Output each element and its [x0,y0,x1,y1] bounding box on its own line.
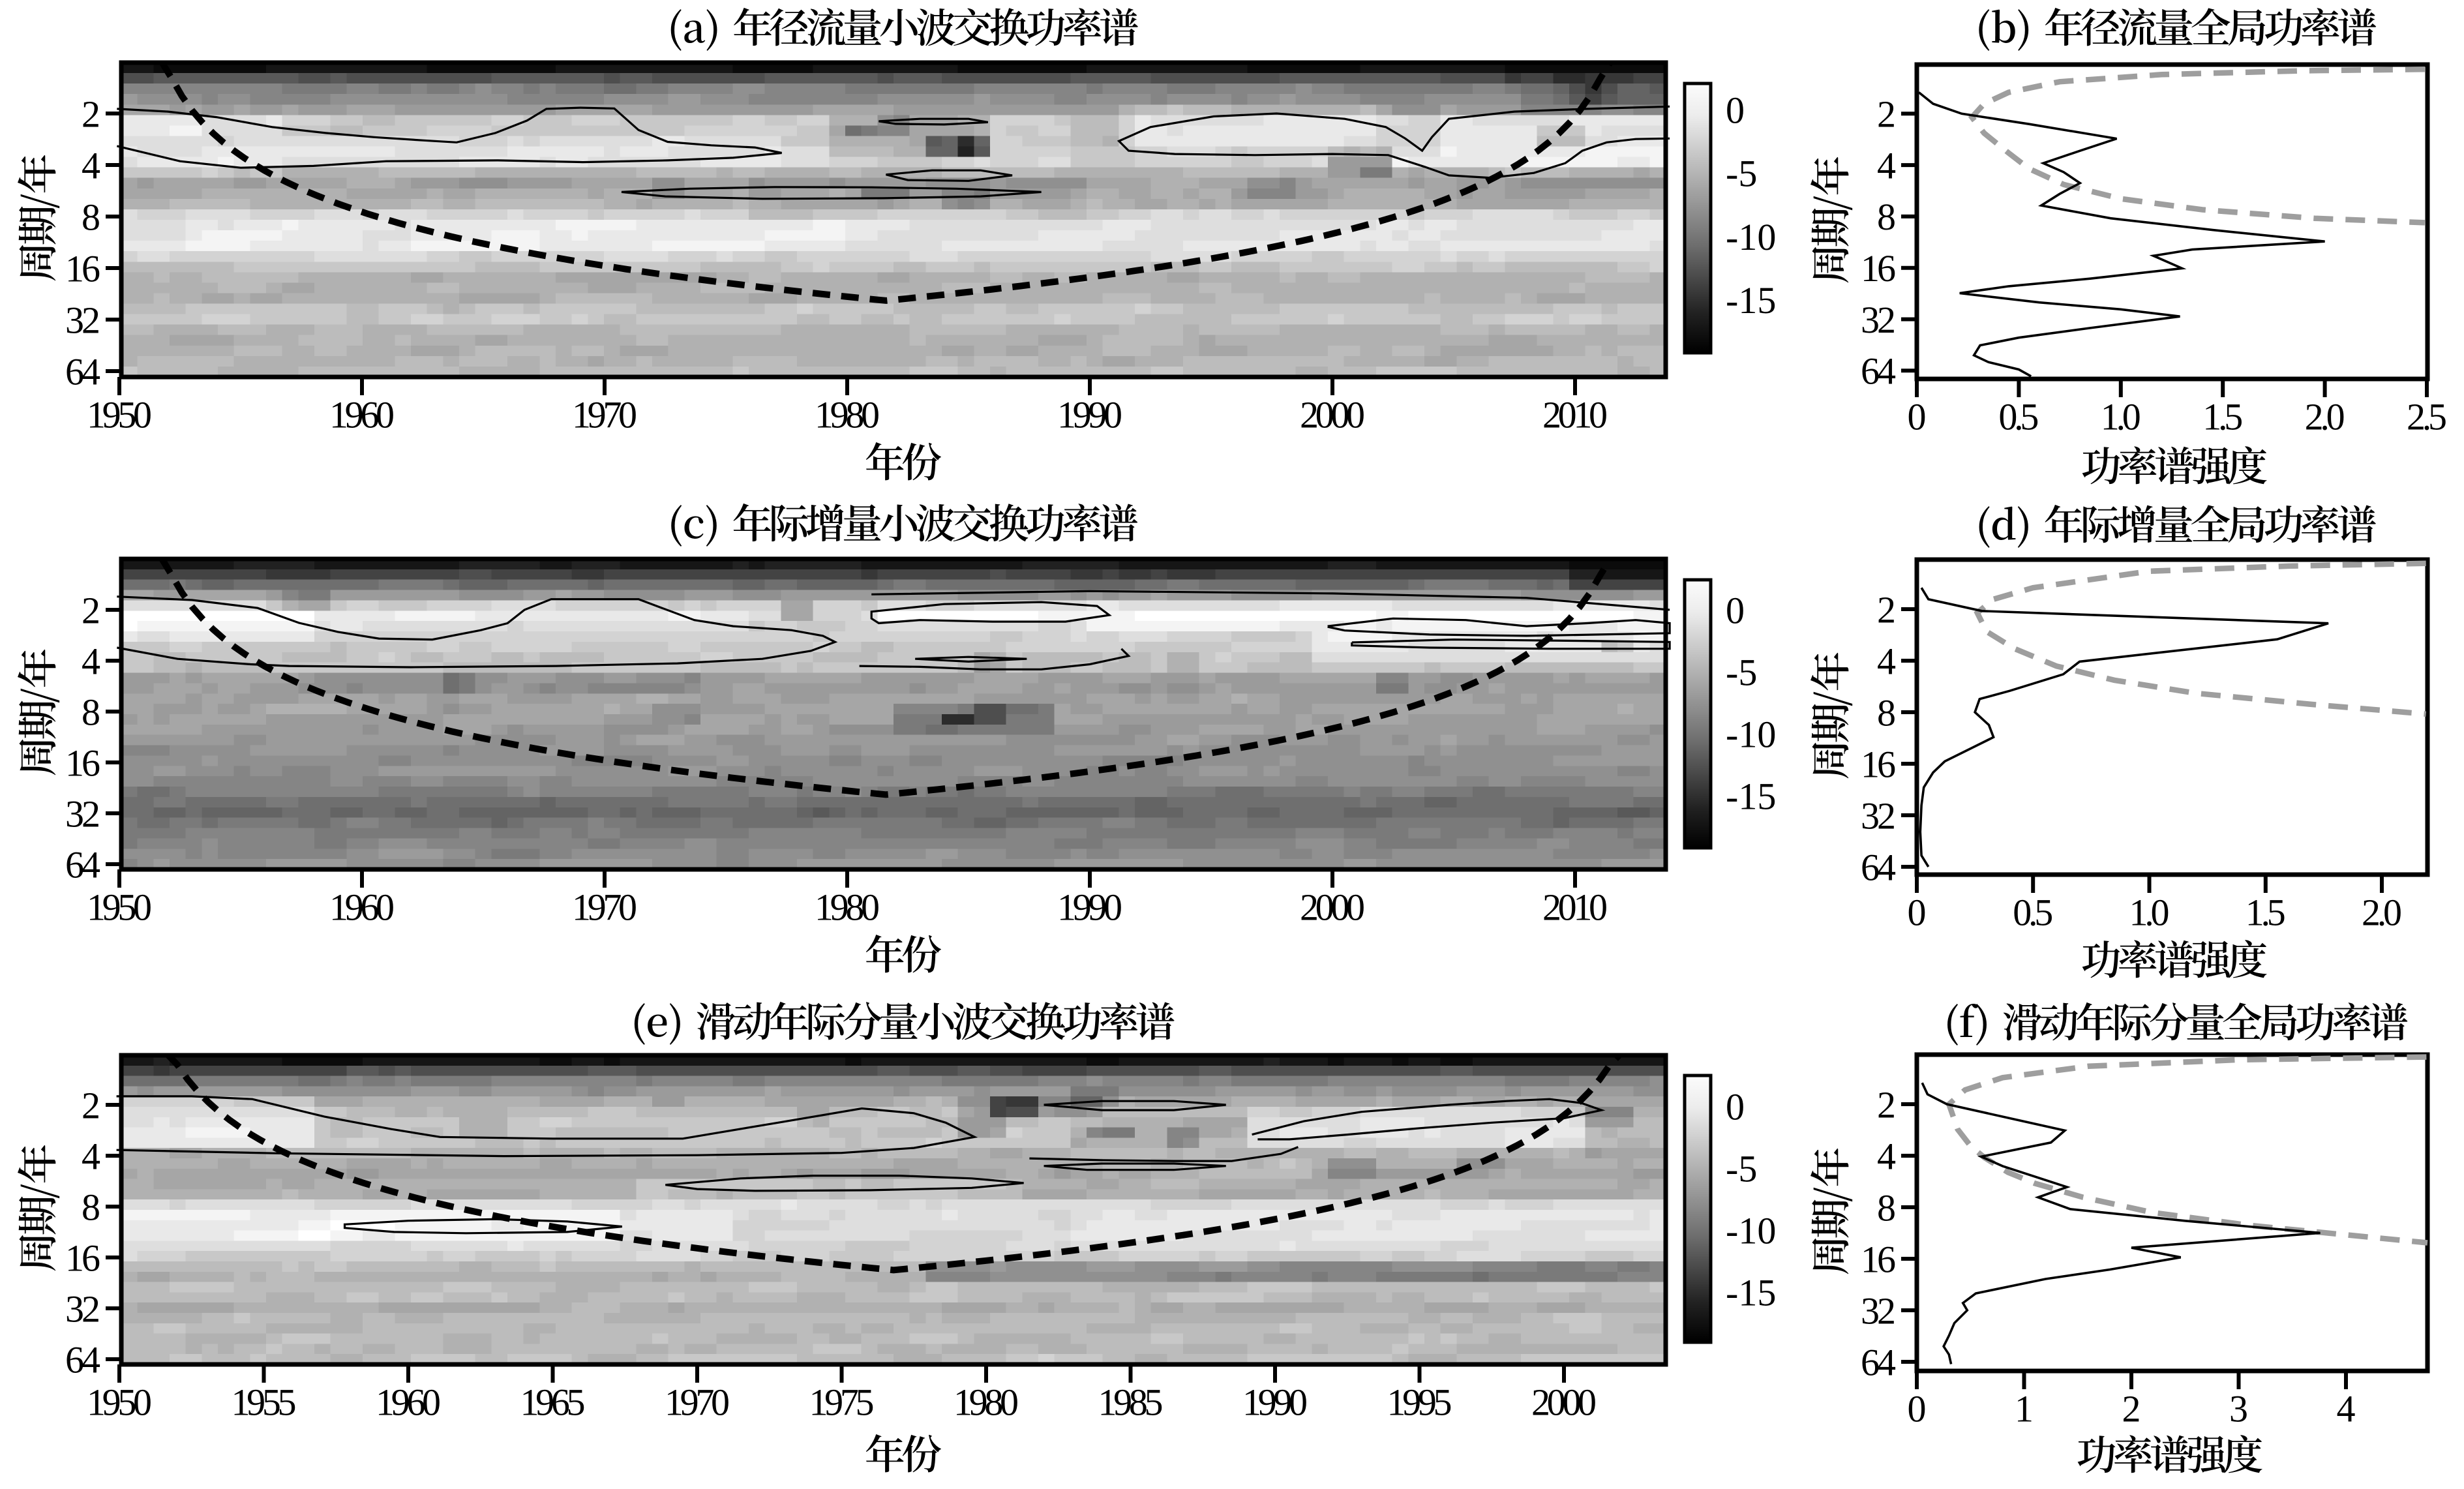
svg-text:-5: -5 [1726,1147,1757,1190]
svg-text:1975: 1975 [809,1381,875,1423]
svg-text:1970: 1970 [665,1381,730,1423]
svg-text:8: 8 [82,691,100,733]
svg-text:32: 32 [65,1287,100,1330]
svg-text:1.0: 1.0 [2129,891,2170,933]
svg-text:64: 64 [1861,1341,1896,1383]
svg-text:1965: 1965 [520,1381,586,1423]
svg-text:1950: 1950 [87,1381,152,1423]
svg-text:2010: 2010 [1542,393,1608,436]
svg-text:64: 64 [65,843,100,886]
svg-text:32: 32 [1861,1289,1896,1332]
svg-text:1.5: 1.5 [2202,395,2243,438]
svg-text:-10: -10 [1726,1209,1776,1252]
svg-text:16: 16 [65,247,100,290]
svg-text:2: 2 [2122,1387,2141,1430]
svg-text:1980: 1980 [815,393,880,436]
svg-text:4: 4 [1877,144,1896,187]
svg-text:-5: -5 [1726,153,1757,195]
svg-text:8: 8 [1877,691,1896,734]
svg-text:2010: 2010 [1542,886,1608,928]
svg-text:2000: 2000 [1300,886,1365,928]
svg-text:32: 32 [1861,794,1896,837]
svg-text:4: 4 [82,1135,100,1177]
svg-text:0: 0 [1908,891,1927,933]
svg-text:16: 16 [65,742,100,784]
svg-text:1990: 1990 [1057,393,1122,436]
svg-text:1.0: 1.0 [2101,395,2141,438]
svg-text:2.0: 2.0 [2362,891,2402,933]
svg-text:2: 2 [1877,93,1896,136]
svg-text:3: 3 [2229,1387,2248,1430]
svg-text:1990: 1990 [1242,1381,1308,1423]
svg-text:-15: -15 [1726,775,1776,817]
svg-text:1960: 1960 [329,393,395,436]
svg-text:1960: 1960 [376,1381,441,1423]
svg-text:16: 16 [1861,1238,1896,1280]
svg-text:4: 4 [82,144,100,187]
svg-text:1990: 1990 [1057,886,1122,928]
svg-text:1985: 1985 [1098,1381,1164,1423]
svg-text:1995: 1995 [1387,1381,1452,1423]
svg-text:8: 8 [82,1186,100,1228]
svg-text:4: 4 [1877,1135,1896,1177]
svg-text:4: 4 [2337,1387,2356,1430]
svg-text:2.0: 2.0 [2305,395,2345,438]
svg-text:0: 0 [1726,89,1745,131]
svg-text:2: 2 [82,589,100,631]
svg-text:0: 0 [1908,1387,1927,1430]
svg-text:64: 64 [1861,846,1896,888]
svg-text:1950: 1950 [87,393,152,436]
svg-text:64: 64 [1861,350,1896,393]
svg-text:2000: 2000 [1300,393,1365,436]
svg-text:16: 16 [65,1237,100,1279]
svg-text:1970: 1970 [572,393,637,436]
svg-text:0: 0 [1726,1085,1745,1128]
svg-text:32: 32 [65,299,100,341]
svg-text:0.5: 0.5 [1998,395,2039,438]
svg-text:0: 0 [1908,395,1927,438]
svg-text:0: 0 [1726,589,1745,631]
svg-text:1955: 1955 [232,1381,297,1423]
svg-text:8: 8 [1877,1186,1896,1229]
svg-text:1950: 1950 [87,886,152,928]
svg-text:4: 4 [1877,640,1896,682]
svg-text:1980: 1980 [954,1381,1019,1423]
svg-text:1.5: 1.5 [2246,891,2286,933]
svg-text:2: 2 [82,93,100,135]
svg-text:-10: -10 [1726,713,1776,755]
svg-text:1980: 1980 [815,886,880,928]
svg-text:64: 64 [65,1338,100,1381]
svg-text:32: 32 [65,792,100,835]
svg-text:-15: -15 [1726,279,1776,322]
svg-text:2: 2 [82,1084,100,1126]
svg-text:-15: -15 [1726,1271,1776,1314]
svg-text:2.5: 2.5 [2407,395,2447,438]
svg-text:16: 16 [1861,743,1896,785]
svg-text:2: 2 [1877,588,1896,631]
svg-text:32: 32 [1861,299,1896,341]
svg-text:0.5: 0.5 [2013,891,2053,933]
svg-text:64: 64 [65,350,100,393]
svg-text:-10: -10 [1726,216,1776,258]
svg-text:16: 16 [1861,247,1896,290]
svg-text:8: 8 [82,196,100,238]
svg-text:8: 8 [1877,196,1896,238]
svg-text:-5: -5 [1726,651,1757,693]
svg-text:2: 2 [1877,1083,1896,1126]
svg-text:1960: 1960 [329,886,395,928]
svg-text:2000: 2000 [1531,1381,1597,1423]
svg-text:4: 4 [82,640,100,682]
svg-text:1970: 1970 [572,886,637,928]
svg-text:1: 1 [2015,1387,2034,1430]
